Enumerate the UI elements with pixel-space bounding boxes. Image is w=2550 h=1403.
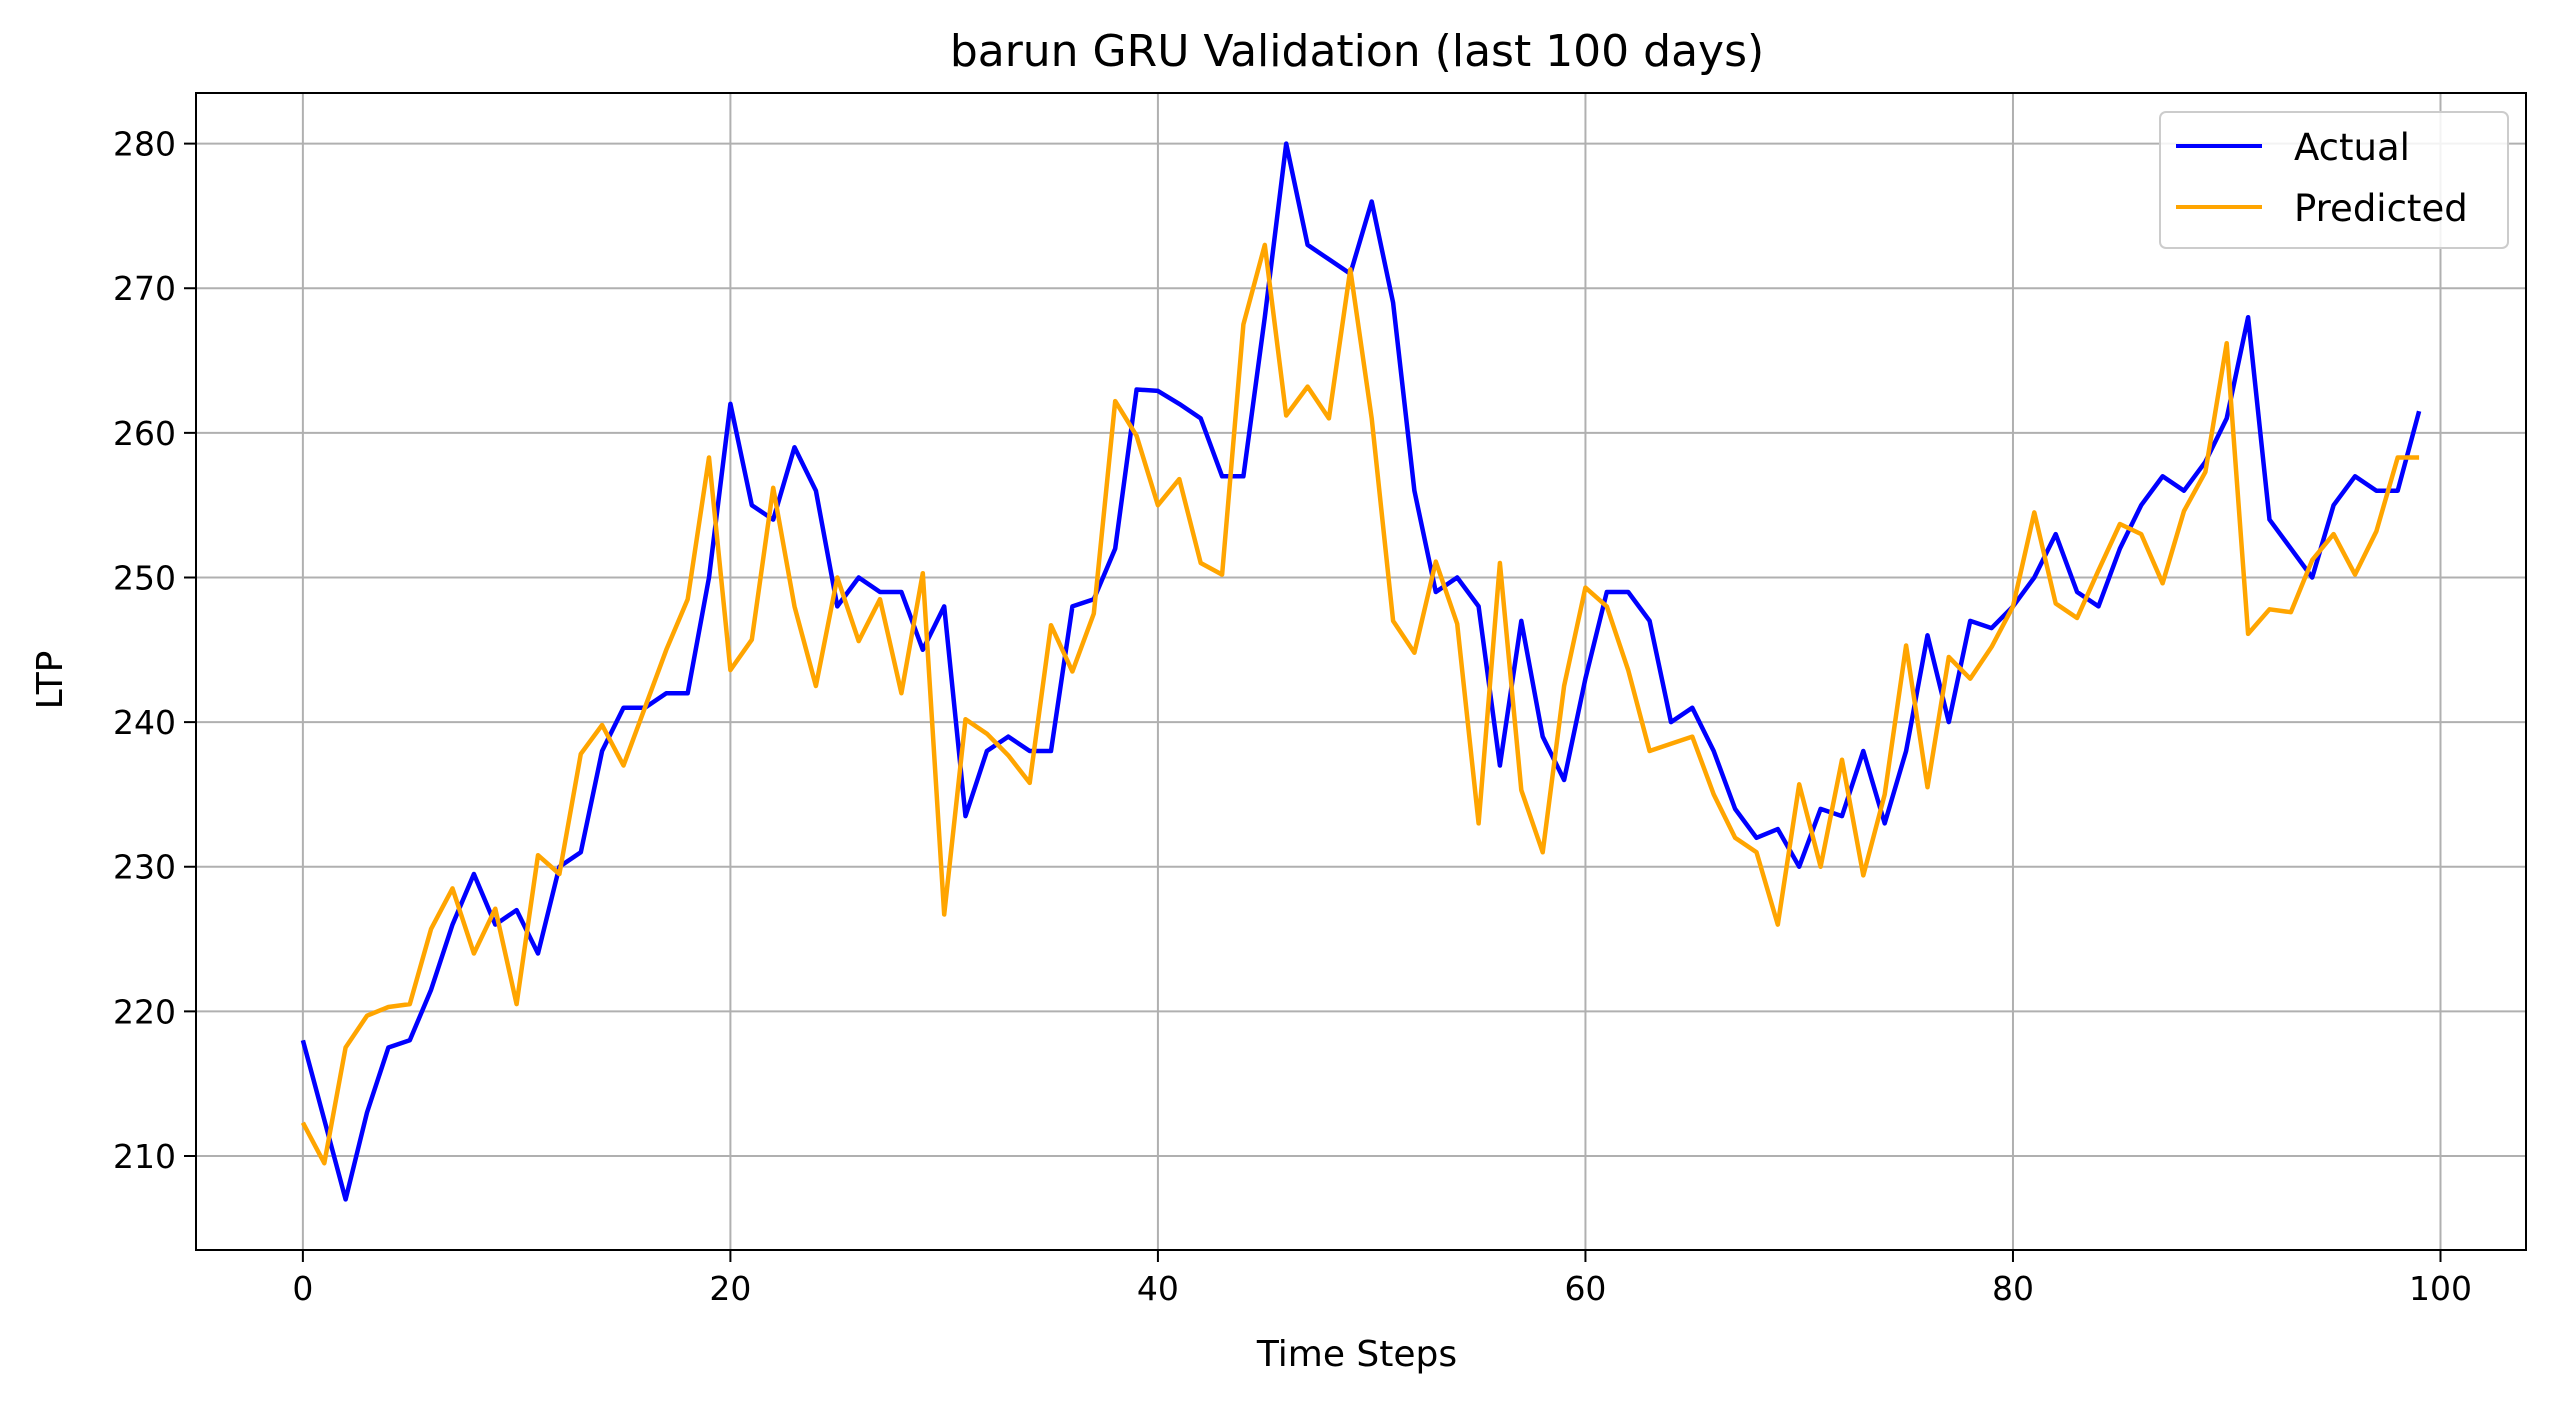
legend: Actual Predicted <box>2159 111 2509 249</box>
x-tick-label: 20 <box>709 1269 751 1308</box>
y-axis: 210 220 230 240 250 260 270 280 <box>113 125 196 1176</box>
y-tick-label: 250 <box>113 558 176 597</box>
y-tick-label: 280 <box>113 125 176 164</box>
series-line-actual <box>300 141 2422 1202</box>
series-layer <box>300 141 2422 1202</box>
y-tick-label: 260 <box>113 414 176 453</box>
y-axis-label: LTP <box>30 651 71 710</box>
y-tick-label: 240 <box>113 703 176 742</box>
plot-frame <box>195 92 2527 1251</box>
x-tick-label: 0 <box>292 1269 313 1308</box>
x-tick-label: 60 <box>1564 1269 1606 1308</box>
x-tick-label: 40 <box>1137 1269 1179 1308</box>
series-line-predicted <box>300 242 2420 1166</box>
x-axis: 0 20 40 60 80 100 <box>292 1250 2472 1308</box>
legend-label-predicted: Predicted <box>2294 187 2468 230</box>
x-tick-label: 80 <box>1992 1269 2034 1308</box>
x-tick-label: 100 <box>2409 1269 2472 1308</box>
chart-title: barun GRU Validation (last 100 days) <box>950 26 1764 77</box>
grid-lines <box>196 93 2526 1250</box>
y-tick-label: 270 <box>113 269 176 308</box>
legend-label-actual: Actual <box>2294 126 2410 169</box>
y-tick-label: 210 <box>113 1137 176 1176</box>
x-axis-label: Time Steps <box>1256 1334 1457 1375</box>
y-tick-label: 230 <box>113 848 176 887</box>
y-tick-label: 220 <box>113 992 176 1031</box>
